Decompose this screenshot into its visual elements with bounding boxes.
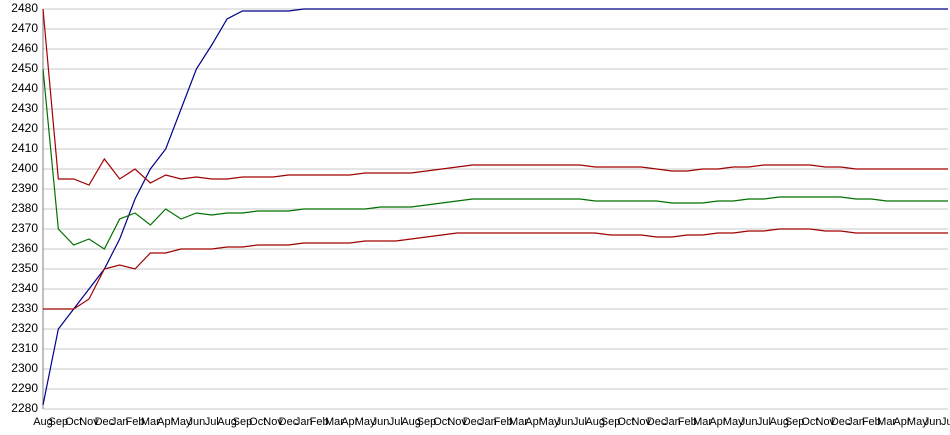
y-tick-label: 2300 [11,361,38,375]
x-tick-label: Jan [111,416,129,428]
y-tick-label: 2400 [11,161,38,175]
x-tick-label: Oct [249,416,266,428]
x-tick-label: Sep [417,416,437,428]
x-tick-label: Nov [631,416,651,428]
x-tick-label: Oct [801,416,818,428]
line-series [43,228,948,310]
x-tick-label: Jul [757,416,771,428]
x-tick-label: Jun [556,416,574,428]
x-tick-label: Mar [509,416,528,428]
x-tick-label: Oct [65,416,82,428]
x-tick-label: Feb [862,416,881,428]
x-tick-label: Dec [95,416,115,428]
y-tick-label: 2460 [11,41,38,55]
x-tick-label: Nov [79,416,99,428]
x-tick-label: Sep [233,416,253,428]
x-tick-label: Jan [295,416,313,428]
x-tick-label: Mar [693,416,712,428]
x-tick-label: Jan [847,416,865,428]
x-tick-label: Apr [341,416,358,428]
x-tick-label: Jul [205,416,219,428]
y-tick-label: 2410 [11,141,38,155]
y-tick-label: 2360 [11,241,38,255]
x-tick-label: Nov [816,416,836,428]
x-tick-label: Jan [479,416,497,428]
x-tick-label: Apr [157,416,174,428]
x-tick-label: May [171,416,192,428]
y-tick-label: 2290 [11,381,38,395]
x-tick-label: Jul [389,416,403,428]
x-tick-label: Dec [279,416,299,428]
y-tick-label: 2340 [11,281,38,295]
y-tick-label: 2310 [11,341,38,355]
x-tick-label: Aug [217,416,237,428]
x-tick-label: Jun [372,416,390,428]
x-tick-label: Oct [433,416,450,428]
y-tick-label: 2350 [11,261,38,275]
x-tick-label: May [355,416,376,428]
y-tick-label: 2450 [11,61,38,75]
x-tick-label: Apr [525,416,542,428]
x-tick-label: Apr [893,416,910,428]
y-tick-label: 2480 [11,1,38,15]
y-tick-label: 2390 [11,181,38,195]
x-tick-label: Jul [941,416,950,428]
x-tick-label: Mar [877,416,896,428]
x-tick-label: Jan [663,416,681,428]
x-tick-label: May [723,416,744,428]
x-tick-label: Nov [263,416,283,428]
x-tick-label: Jul [573,416,587,428]
x-tick-label: Jun [924,416,942,428]
x-tick-label: Aug [401,416,421,428]
y-tick-label: 2420 [11,121,38,135]
y-tick-label: 2320 [11,321,38,335]
x-tick-label: Jun [188,416,206,428]
y-tick-label: 2330 [11,301,38,315]
x-tick-label: Dec [831,416,851,428]
x-tick-label: Jun [740,416,758,428]
y-tick-label: 2380 [11,201,38,215]
line-series [42,8,948,186]
x-tick-label: Apr [709,416,726,428]
x-tick-label: May [539,416,560,428]
x-tick-label: Aug [769,416,789,428]
y-tick-label: 2470 [11,21,38,35]
x-tick-label: Feb [310,416,329,428]
y-tick-label: 2430 [11,101,38,115]
x-tick-label: Sep [49,416,69,428]
x-tick-label: Sep [601,416,621,428]
x-tick-label: Nov [447,416,467,428]
y-tick-label: 2280 [11,401,38,415]
y-tick-label: 2440 [11,81,38,95]
y-tick-label: 2370 [11,221,38,235]
line-series [42,68,948,250]
x-tick-label: Aug [33,416,53,428]
x-tick-label: May [907,416,928,428]
x-tick-label: Dec [463,416,483,428]
x-tick-label: Oct [617,416,634,428]
x-tick-label: Feb [494,416,513,428]
x-tick-label: Aug [585,416,605,428]
x-tick-label: Mar [325,416,344,428]
x-tick-label: Feb [678,416,697,428]
x-tick-label: Feb [126,416,145,428]
x-tick-label: Mar [141,416,160,428]
x-tick-label: Sep [785,416,805,428]
x-tick-label: Dec [647,416,667,428]
line-series [42,8,948,406]
